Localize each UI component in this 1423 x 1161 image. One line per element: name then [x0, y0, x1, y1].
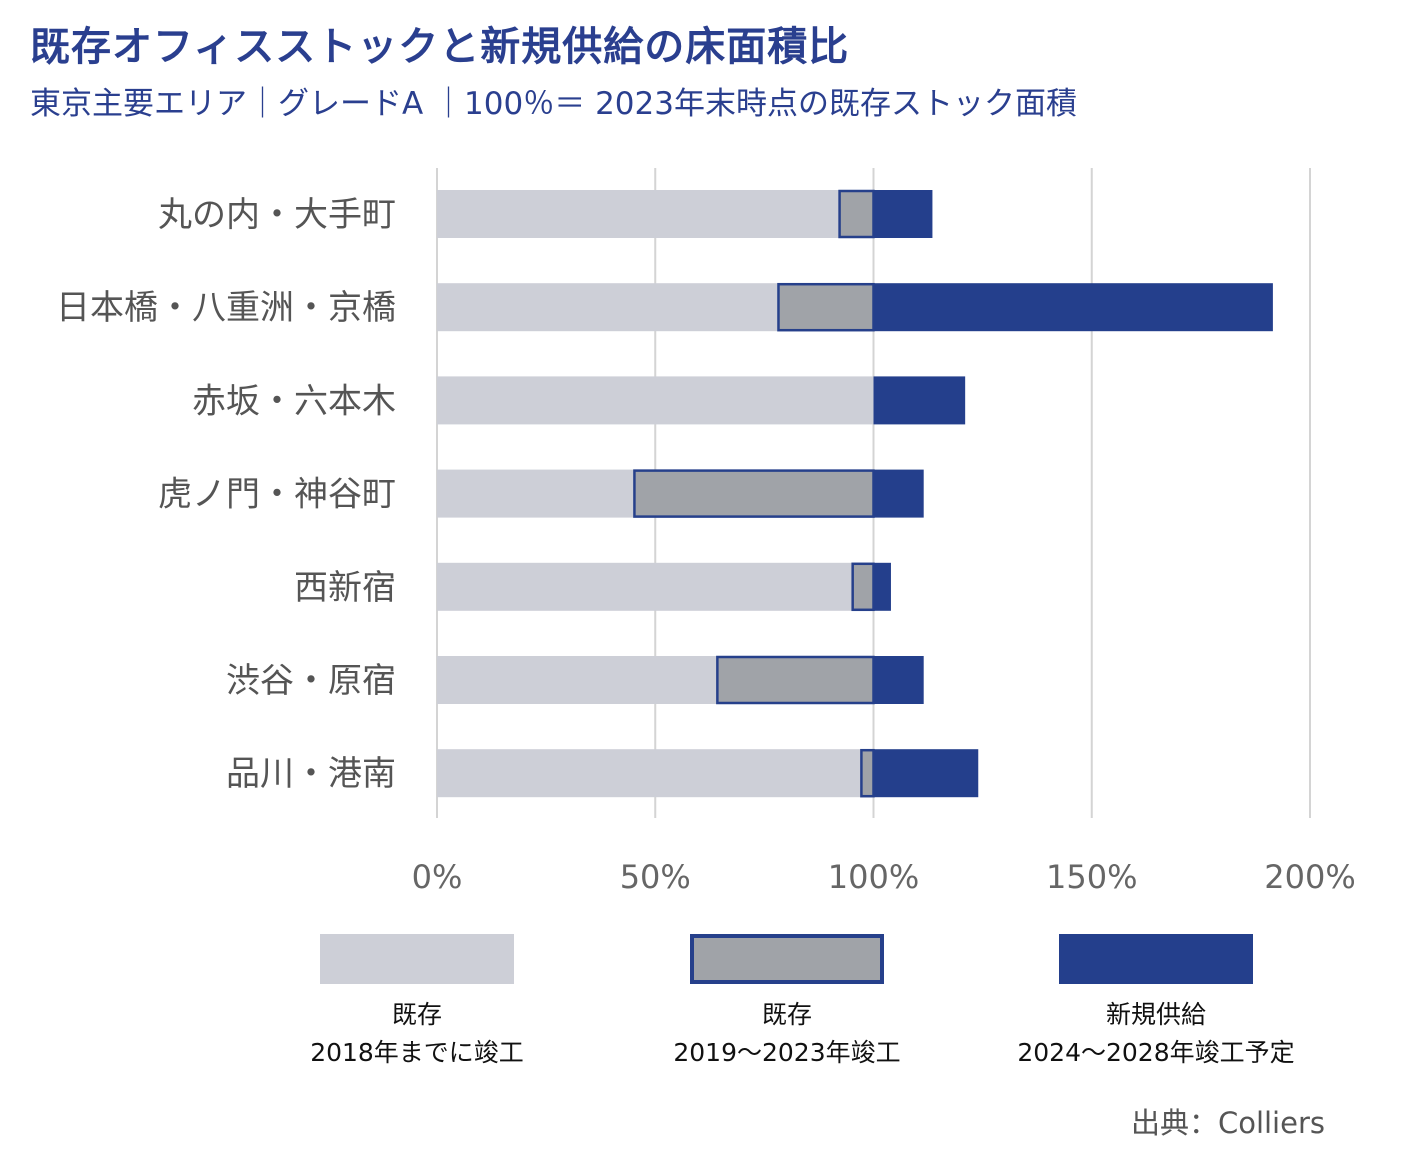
x-tick-label: 100% [828, 858, 919, 896]
bar-existing-2019-2023 [777, 282, 875, 332]
legend-label-line: 既存 [761, 1000, 812, 1029]
bar-existing-pre2018 [437, 656, 717, 704]
chart-title: 既存オフィスストックと新規供給の床面積比 [30, 24, 850, 70]
chart-subtitle: 東京主要エリア｜グレードA ｜100％＝ 2023年末時点の既存ストック面積 [30, 86, 1077, 122]
bar-existing-2019-2023 [860, 748, 875, 798]
x-tick-label: 50% [620, 858, 691, 896]
legend-swatch [320, 934, 514, 984]
bars [437, 189, 1273, 798]
bar-new-supply [873, 469, 924, 518]
x-tick-label: 150% [1046, 858, 1137, 896]
bar-existing-pre2018 [437, 469, 634, 518]
category-label: 渋谷・原宿 [226, 661, 396, 701]
bar-existing-pre2018 [437, 190, 839, 238]
x-tick-label: 200% [1264, 858, 1355, 896]
bar-new-supply [873, 562, 891, 611]
legend-label-line: 2019〜2023年竣工 [673, 1038, 901, 1067]
legend-swatch [1059, 934, 1253, 984]
legend-label-line: 既存 [391, 1000, 442, 1029]
legend-label: 既存 2018年までに竣工 [217, 996, 617, 1072]
bar-existing-pre2018 [437, 562, 852, 611]
x-tick-label: 0% [412, 858, 463, 896]
bar-new-supply [873, 749, 979, 798]
category-label: 西新宿 [294, 568, 396, 608]
category-label: 虎ノ門・神谷町 [158, 475, 396, 515]
legend-label-line: 2018年までに竣工 [310, 1038, 524, 1067]
bar-existing-2019-2023 [851, 562, 875, 612]
legend-swatch [690, 934, 884, 984]
bar-existing-2019-2023 [838, 189, 875, 239]
legend-label: 既存 2019〜2023年竣工 [587, 996, 987, 1072]
legend-label-line: 新規供給 [1105, 1000, 1206, 1029]
legend [320, 934, 1253, 984]
bar-new-supply [873, 190, 933, 238]
bar-existing-2019-2023 [716, 655, 875, 705]
bar-existing-pre2018 [437, 283, 778, 332]
source-note: 出典：Colliers [1130, 1106, 1325, 1140]
category-label: 丸の内・大手町 [158, 195, 396, 235]
bar-existing-pre2018 [437, 376, 874, 425]
bar-new-supply [873, 376, 966, 425]
bar-existing-pre2018 [437, 749, 861, 798]
category-label: 日本橋・八重洲・京橋 [56, 288, 396, 328]
legend-label: 新規供給 2024〜2028年竣工予定 [956, 996, 1356, 1072]
legend-label-line: 2024〜2028年竣工予定 [1017, 1038, 1295, 1067]
axis-labels: 0% 50% 100% 150% 200% 丸の内・大手町日本橋・八重洲・京橋赤坂・六本木… [56, 195, 1356, 896]
bar-new-supply [873, 283, 1273, 332]
category-label: 赤坂・六本木 [192, 381, 396, 421]
bar-existing-2019-2023 [633, 469, 875, 518]
bar-new-supply [873, 656, 924, 704]
category-label: 品川・港南 [226, 754, 396, 794]
